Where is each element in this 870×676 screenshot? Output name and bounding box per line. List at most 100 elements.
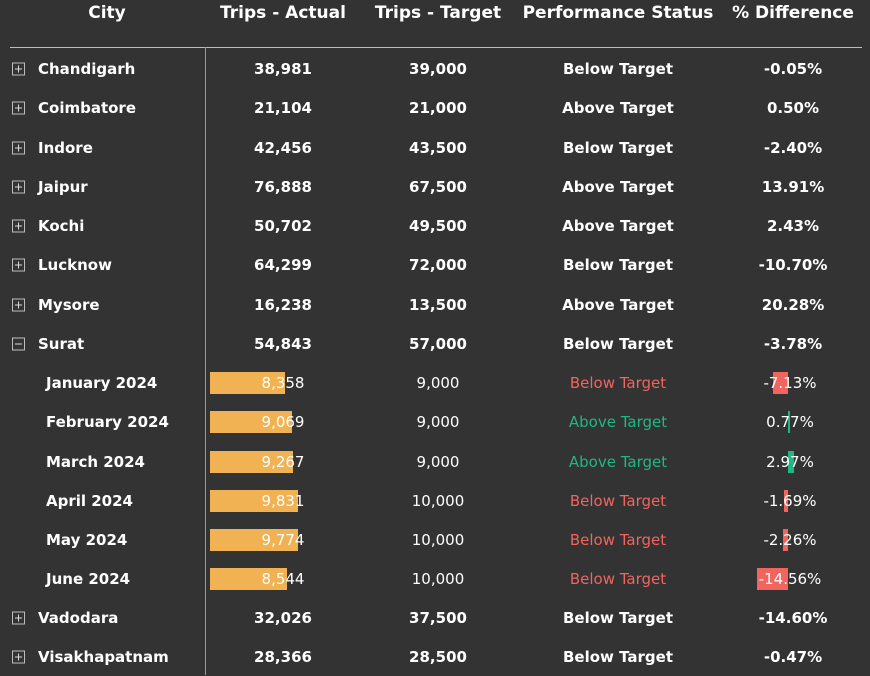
trips-actual-cell: 76,888 xyxy=(254,177,312,196)
expand-icon[interactable] xyxy=(12,298,25,311)
header-trips-target[interactable]: Trips - Target xyxy=(374,3,502,23)
table-row[interactable]: Visakhapatnam 28,366 28,500 Below Target -0.… xyxy=(0,637,870,676)
performance-status-cell: Below Target xyxy=(562,608,674,627)
percent-difference-cell: 0.50% xyxy=(766,98,820,117)
table-row[interactable]: Jaipur 76,888 67,500 Above Target 13.91% xyxy=(0,167,870,206)
table-row[interactable]: Coimbatore 21,104 21,000 Above Target 0.50% xyxy=(0,88,870,127)
toggle-plus-stroke xyxy=(18,653,19,660)
header-trips-actual[interactable]: Trips - Actual xyxy=(220,3,346,23)
city-name: Kochi xyxy=(38,216,85,235)
table-row-child[interactable]: March 2024 9,267 9,000 Above Target 2.97% xyxy=(0,442,870,481)
table-row[interactable]: Indore 42,456 43,500 Below Target -2.40% xyxy=(0,128,870,167)
trips-target-cell: 57,000 xyxy=(409,334,467,353)
performance-status-cell: Above Target xyxy=(568,452,668,471)
header-performance-status[interactable]: Performance Status xyxy=(522,3,714,23)
trips-actual-databar xyxy=(210,489,298,512)
expand-icon[interactable] xyxy=(12,650,25,663)
trips-actual-cell: 50,702 xyxy=(254,216,312,235)
table-row[interactable]: Lucknow 64,299 72,000 Below Target -10.70% xyxy=(0,245,870,284)
city-name: Mysore xyxy=(38,295,100,314)
performance-status-cell: Below Target xyxy=(562,255,674,274)
expand-icon[interactable] xyxy=(12,180,25,193)
percent-difference-databar xyxy=(783,528,788,551)
city-name: Vadodara xyxy=(38,608,119,627)
trips-target-cell: 28,500 xyxy=(409,647,467,666)
toggle-minus-stroke xyxy=(15,343,22,344)
header-city[interactable]: City xyxy=(88,3,126,23)
table-row-child[interactable]: January 2024 8,358 9,000 Below Target -7.13% xyxy=(0,363,870,402)
trips-actual-databar xyxy=(210,410,292,433)
month-name: February 2024 xyxy=(46,412,169,431)
city-name: Coimbatore xyxy=(38,98,136,117)
toggle-plus-stroke xyxy=(18,144,19,151)
performance-status-cell: Below Target xyxy=(569,530,667,549)
city-name: Lucknow xyxy=(38,255,112,274)
trips-target-cell: 39,000 xyxy=(409,59,467,78)
trips-actual-databar xyxy=(210,450,293,473)
trips-actual-cell: 28,366 xyxy=(254,647,312,666)
trips-target-cell: 21,000 xyxy=(409,98,467,117)
expand-icon[interactable] xyxy=(12,101,25,114)
city-name: Jaipur xyxy=(38,177,88,196)
city-name: Surat xyxy=(38,334,85,353)
collapse-icon[interactable] xyxy=(12,337,25,350)
toggle-plus-stroke xyxy=(18,104,19,111)
trips-actual-cell: 21,104 xyxy=(254,98,312,117)
trips-target-cell: 43,500 xyxy=(409,138,467,157)
table-row[interactable]: Kochi 50,702 49,500 Above Target 2.43% xyxy=(0,206,870,245)
percent-difference-cell: 0.77% xyxy=(766,412,814,431)
trips-actual-databar xyxy=(210,567,287,590)
trips-target-cell: 72,000 xyxy=(409,255,467,274)
table-row-child[interactable]: June 2024 8,544 10,000 Below Target -14.56% xyxy=(0,559,870,598)
expand-icon[interactable] xyxy=(12,258,25,271)
percent-difference-databar xyxy=(788,410,790,433)
trips-actual-cell: 9,069 xyxy=(261,412,305,431)
expand-icon[interactable] xyxy=(12,62,25,75)
table-row-child[interactable]: February 2024 9,069 9,000 Above Target 0.77% xyxy=(0,402,870,441)
table-row[interactable]: Vadodara 32,026 37,500 Below Target -14.60% xyxy=(0,598,870,637)
city-name: Chandigarh xyxy=(38,59,136,78)
expand-icon[interactable] xyxy=(12,141,25,154)
trips-actual-cell: 16,238 xyxy=(254,295,312,314)
column-divider xyxy=(205,47,206,675)
percent-difference-cell: 2.43% xyxy=(766,216,820,235)
percent-difference-databar xyxy=(773,371,788,394)
trips-target-cell: 13,500 xyxy=(409,295,467,314)
performance-status-cell: Below Target xyxy=(569,373,667,392)
header-percent-difference[interactable]: % Difference xyxy=(732,3,854,23)
expand-icon[interactable] xyxy=(12,611,25,624)
trips-target-cell: 10,000 xyxy=(411,491,465,510)
toggle-plus-stroke xyxy=(18,222,19,229)
trips-target-cell: 9,000 xyxy=(416,452,460,471)
percent-difference-cell: -3.78% xyxy=(763,334,823,353)
trips-target-cell: 9,000 xyxy=(416,412,460,431)
performance-status-cell: Below Target xyxy=(562,138,674,157)
percent-difference-cell: -7.13% xyxy=(763,373,817,392)
percent-difference-cell: -1.69% xyxy=(763,491,817,510)
trips-actual-cell: 38,981 xyxy=(254,59,312,78)
percent-difference-cell: -2.26% xyxy=(763,530,817,549)
toggle-plus-stroke xyxy=(18,183,19,190)
table-row-child[interactable]: May 2024 9,774 10,000 Below Target -2.26% xyxy=(0,520,870,559)
trips-actual-cell: 32,026 xyxy=(254,608,312,627)
table-row[interactable]: Mysore 16,238 13,500 Above Target 20.28% xyxy=(0,285,870,324)
percent-difference-databar xyxy=(784,489,788,512)
percent-difference-cell: -14.60% xyxy=(758,608,828,627)
table-row[interactable]: Surat 54,843 57,000 Below Target -3.78% xyxy=(0,324,870,363)
month-name: January 2024 xyxy=(46,373,158,392)
trips-actual-cell: 9,267 xyxy=(261,452,305,471)
percent-difference-cell: -2.40% xyxy=(763,138,823,157)
trips-target-cell: 10,000 xyxy=(411,569,465,588)
performance-status-cell: Below Target xyxy=(569,491,667,510)
table-row[interactable]: Chandigarh 38,981 39,000 Below Target -0.05% xyxy=(0,49,870,88)
percent-difference-cell: -14.56% xyxy=(758,569,822,588)
performance-status-cell: Above Target xyxy=(562,295,674,314)
city-name: Visakhapatnam xyxy=(38,647,169,666)
table-row-child[interactable]: April 2024 9,831 10,000 Below Target -1.69% xyxy=(0,481,870,520)
percent-difference-databar xyxy=(788,450,794,473)
percent-difference-cell: 13.91% xyxy=(761,177,825,196)
performance-status-cell: Below Target xyxy=(569,569,667,588)
expand-icon[interactable] xyxy=(12,219,25,232)
trips-actual-databar xyxy=(210,371,285,394)
trips-actual-cell: 54,843 xyxy=(254,334,312,353)
